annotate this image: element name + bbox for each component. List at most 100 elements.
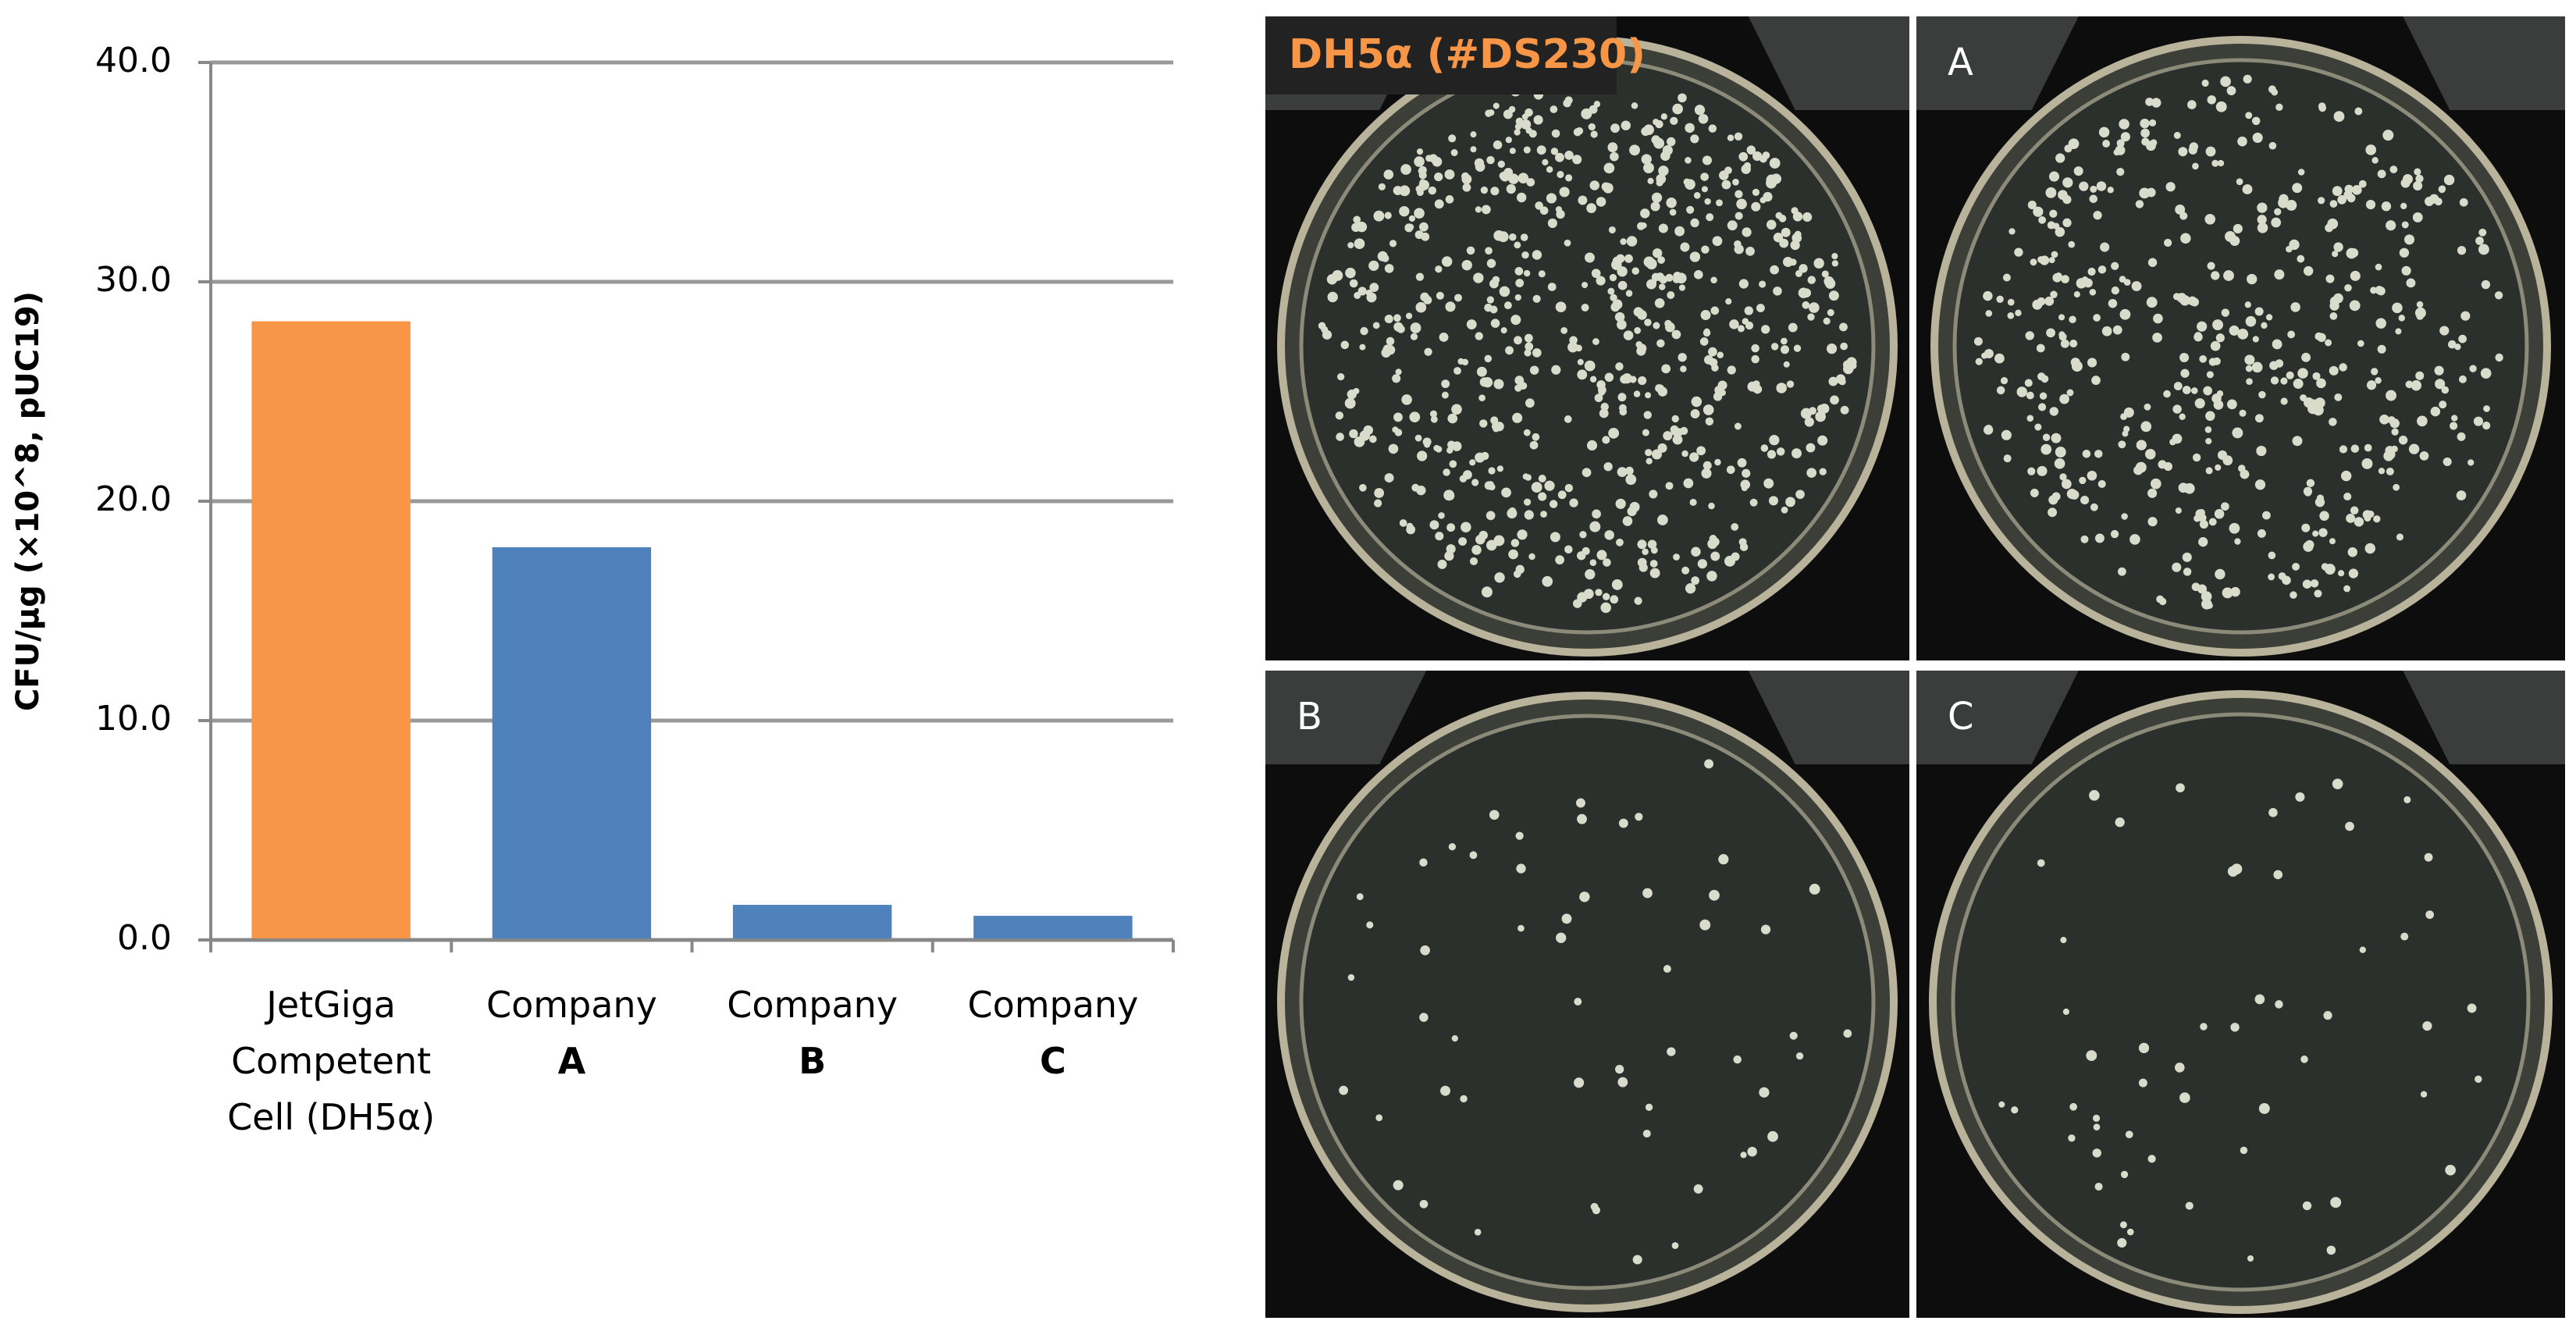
colony [2376,287,2386,296]
colony [1353,215,1361,224]
colony [2000,377,2008,385]
colony [1610,123,1620,133]
colony [2087,267,2096,276]
colony [1516,863,1526,874]
colony [2280,397,2288,405]
colony [1521,119,1532,130]
colony [1485,109,1493,117]
colony [1649,568,1660,578]
colony [1589,180,1600,190]
colony [1514,376,1525,385]
colony [1742,468,1751,478]
colony [2398,315,2405,322]
colony [1419,858,1428,867]
colony [1540,511,1547,518]
colony [1823,276,1834,287]
colony [1448,134,1457,143]
colony [1776,447,1785,456]
colony [1615,1064,1624,1074]
colony [2292,183,2303,194]
colony [1575,344,1582,352]
colony [1529,365,1539,375]
colony [1529,440,1539,450]
colony [1703,461,1712,470]
colony [1975,358,1983,365]
colony [1610,151,1619,162]
colony [1388,443,1399,454]
colony [1428,186,1437,195]
colony [1767,450,1777,459]
colony [1783,361,1790,368]
colony [1685,123,1695,133]
colony [1449,460,1457,468]
colony [2217,450,2228,461]
colony [2274,208,2282,215]
colony [1644,319,1652,326]
colony [1461,521,1471,533]
colony [2111,286,2120,295]
colony [1462,183,1471,192]
colony [1514,123,1522,130]
colony [2037,372,2046,381]
colony [1666,198,1677,208]
colony [1983,290,1993,301]
colony [2212,319,2223,331]
colony [1715,199,1723,207]
colony [1433,444,1440,452]
colony [1418,166,1427,175]
colony [2055,153,2065,163]
colony [1574,998,1582,1006]
colony [1356,893,1364,900]
colony [2026,391,2034,400]
colony [1636,346,1646,356]
colony [1572,155,1582,165]
colony [2030,489,2039,497]
plate-agar [1951,712,2531,1292]
colony [2015,309,2022,317]
colony [2093,1114,2101,1122]
colony [1828,290,1839,301]
colony [2039,255,2050,265]
colony [1806,468,1817,478]
colony [2226,86,2236,96]
colony [1831,260,1839,267]
colony [1815,411,1826,422]
colony [2398,436,2408,445]
colony [1557,170,1564,179]
colony [2180,233,2191,244]
colony [1708,347,1717,357]
colony [1649,560,1658,568]
colony [2205,411,2215,422]
colony [1678,284,1686,291]
colony [1484,354,1493,363]
colony [1503,109,1513,119]
colony [1500,327,1507,334]
colony [2140,128,2150,138]
colony [1678,93,1687,103]
colony [1399,205,1410,217]
colony [1486,296,1494,304]
colony [2375,318,2386,329]
colony [1838,378,1846,386]
colony [1637,539,1647,550]
colony [2187,100,2197,109]
colony [2093,314,2101,322]
colony [2373,515,2381,523]
colony [1453,367,1461,375]
colony [2221,308,2230,317]
colony [1533,115,1543,125]
colony [1525,342,1534,351]
colony [1394,429,1403,436]
colony [2243,74,2252,84]
colony [1531,482,1542,493]
colony [1821,270,1829,278]
colony [2391,445,2398,453]
colony [1586,440,1598,451]
colony [2419,451,2429,461]
colony [1492,276,1500,284]
colony [1737,457,1747,468]
colony [2393,483,2400,491]
colony [1420,292,1429,302]
colony [1405,312,1413,319]
colony [1392,374,1401,383]
